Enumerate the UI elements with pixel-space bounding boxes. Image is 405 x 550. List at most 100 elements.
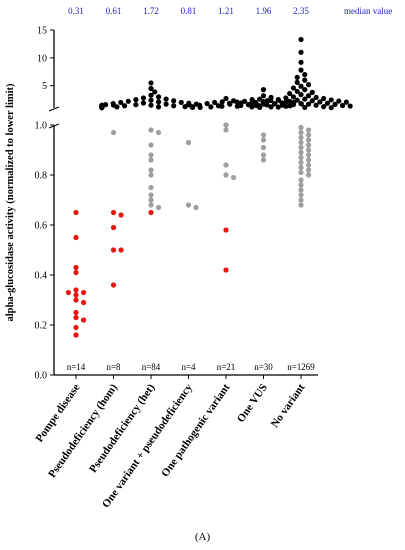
data-point-grey [298, 177, 304, 183]
data-point-black [178, 99, 184, 106]
data-point-black [208, 104, 214, 110]
data-point-black [313, 102, 319, 108]
data-point-grey [185, 202, 192, 208]
data-point-black [260, 87, 267, 93]
data-point-black [305, 101, 312, 107]
data-point-red [73, 314, 79, 321]
data-point-grey [148, 142, 154, 148]
y-tick-label: 0.0 [35, 371, 48, 382]
data-point-black [189, 104, 195, 110]
median-value: 1.72 [143, 6, 159, 16]
data-point-black [298, 83, 304, 89]
data-point-black [290, 94, 297, 100]
data-point-grey [298, 169, 304, 176]
data-point-black [196, 102, 203, 108]
data-point-grey [260, 137, 267, 143]
data-point-black [294, 97, 300, 103]
x-tick-label: One VUS [235, 382, 270, 425]
panel-label: (A) [194, 531, 211, 543]
data-point-grey [298, 192, 304, 198]
data-point-grey [298, 187, 304, 193]
data-point-black [298, 67, 304, 73]
data-point-black [305, 93, 312, 99]
data-point-red [148, 209, 154, 216]
data-point-black [268, 97, 274, 104]
data-point-black [155, 104, 162, 110]
data-point-black [294, 79, 300, 85]
data-point-grey [223, 122, 229, 128]
data-point-grey [305, 132, 312, 138]
data-point-black [260, 98, 266, 105]
data-point-grey [148, 127, 154, 133]
data-point-red [65, 289, 72, 296]
data-point-grey [260, 144, 267, 151]
data-point-grey [260, 157, 267, 163]
data-point-grey [305, 157, 312, 163]
data-point-grey [260, 132, 267, 138]
y-tick-label: 0.6 [35, 221, 48, 232]
data-point-grey [298, 124, 304, 131]
data-point-red [110, 209, 117, 216]
data-point-black [204, 100, 210, 107]
data-point-black [328, 105, 334, 111]
data-point-grey [305, 172, 312, 178]
data-point-black [317, 99, 323, 105]
data-point-black [171, 103, 177, 109]
data-point-black [321, 95, 327, 102]
median-value: 0.61 [106, 6, 122, 16]
median-value: 0.81 [181, 6, 197, 16]
median-value: 0.31 [68, 6, 84, 16]
data-point-grey [298, 154, 304, 161]
data-point-grey [305, 127, 312, 133]
data-point-grey [148, 172, 154, 178]
data-point-black [271, 101, 278, 107]
data-point-grey [298, 182, 304, 188]
data-point-grey [148, 152, 154, 158]
data-point-black [242, 98, 248, 104]
data-point-black [287, 98, 293, 104]
data-point-black [219, 99, 225, 105]
data-point-grey [298, 134, 304, 141]
median-value: 1.21 [218, 6, 234, 16]
x-tick-label: No variant [269, 382, 308, 430]
data-point-grey [110, 129, 117, 136]
data-point-black [121, 103, 128, 109]
data-point-red [73, 287, 79, 293]
data-point-black [148, 92, 154, 98]
data-point-red [73, 332, 79, 338]
data-point-grey [305, 167, 312, 173]
data-point-black [99, 105, 105, 111]
data-point-red [73, 292, 79, 298]
data-point-black [302, 87, 308, 93]
data-point-red [80, 299, 87, 306]
data-point-black [332, 101, 338, 107]
data-point-grey [148, 184, 154, 191]
data-point-red [110, 224, 117, 231]
data-point-red [110, 282, 117, 288]
y-tick-label: 1.0 [35, 121, 48, 132]
data-point-black [283, 103, 289, 109]
data-point-red [118, 212, 124, 218]
data-point-black [328, 97, 334, 103]
data-point-red [73, 309, 79, 316]
data-point-red [80, 317, 87, 323]
y-tick-label: 10 [37, 53, 47, 64]
data-point-black [249, 104, 255, 110]
data-point-black [283, 95, 289, 101]
data-point-red [223, 267, 229, 273]
x-tick-label: Pseudodeficiency (het) [87, 382, 157, 475]
data-point-black [238, 102, 244, 109]
data-point-black [114, 104, 120, 110]
data-point-black [223, 95, 229, 102]
data-point-red [73, 269, 79, 276]
data-point-grey [148, 167, 154, 173]
data-point-black [309, 89, 315, 95]
data-point-red [110, 247, 117, 253]
data-point-red [73, 209, 79, 216]
y-tick-label: 0.4 [35, 271, 48, 282]
data-point-black [298, 59, 304, 65]
data-point-grey [155, 204, 162, 211]
data-point-grey [298, 129, 304, 136]
median-value: 1.96 [256, 6, 272, 16]
data-point-black [302, 96, 308, 102]
